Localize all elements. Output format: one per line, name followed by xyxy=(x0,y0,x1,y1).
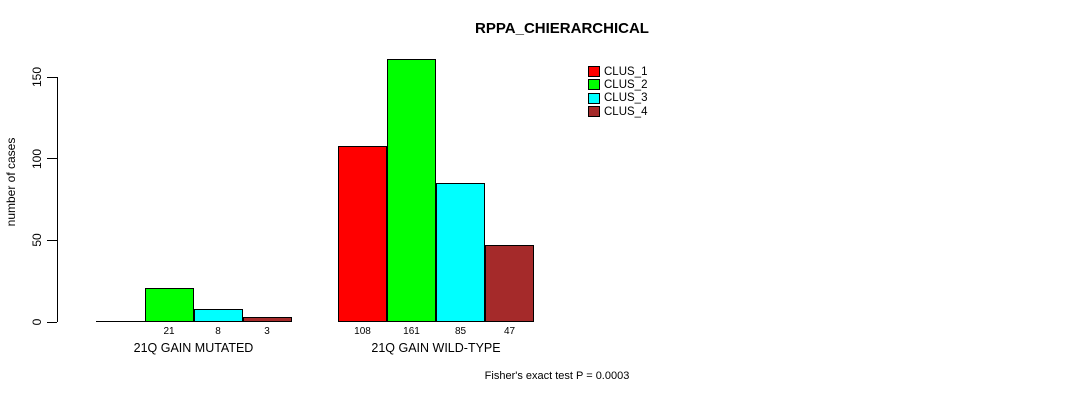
group-label: 21Q GAIN WILD-TYPE xyxy=(371,341,501,355)
y-axis-tick xyxy=(47,76,57,78)
legend-swatch xyxy=(588,79,600,91)
legend-label: CLUS_4 xyxy=(604,105,648,118)
chart-title: RPPA_CHIERARCHICAL xyxy=(475,20,649,37)
bar xyxy=(193,309,243,322)
bar xyxy=(95,321,145,322)
y-axis-tick-label: 0 xyxy=(30,318,44,326)
legend-swatch xyxy=(588,106,600,118)
y-axis-line xyxy=(57,77,58,322)
bar-value-label: 108 xyxy=(354,326,371,337)
bar-value-label: 21 xyxy=(163,326,175,337)
legend-row: CLUS_4 xyxy=(588,105,647,118)
bar-value-label: 8 xyxy=(215,326,221,337)
legend-row: CLUS_1 xyxy=(588,65,647,78)
bar-value-label: 85 xyxy=(454,326,467,337)
bar-value-label: 161 xyxy=(403,326,420,337)
y-axis-tick-label: 50 xyxy=(30,233,44,248)
legend-label: CLUS_3 xyxy=(604,92,648,105)
y-axis-tick-label: 150 xyxy=(30,66,44,88)
footnote: Fisher's exact test P = 0.0003 xyxy=(484,370,630,382)
bar xyxy=(387,59,436,322)
bar xyxy=(144,288,194,322)
bar-value-label: 3 xyxy=(264,326,270,337)
legend-row: CLUS_3 xyxy=(588,92,647,105)
legend-label: CLUS_2 xyxy=(604,78,648,91)
y-axis-title: number of cases xyxy=(4,137,18,227)
bar xyxy=(485,245,534,322)
bar-value-label: 47 xyxy=(503,326,516,337)
legend-swatch xyxy=(588,92,600,104)
legend-label: CLUS_1 xyxy=(604,65,648,78)
y-axis-tick-label: 100 xyxy=(30,148,44,169)
bar xyxy=(436,183,485,322)
group-label: 21Q GAIN MUTATED xyxy=(133,341,254,355)
legend: CLUS_1 CLUS_2 CLUS_3 CLUS_4 xyxy=(588,65,647,118)
legend-row: CLUS_2 xyxy=(588,78,647,91)
y-axis-tick xyxy=(47,321,57,323)
y-axis-tick xyxy=(47,158,57,160)
bar xyxy=(338,146,387,322)
y-axis-tick xyxy=(47,239,57,241)
bar xyxy=(242,317,292,322)
legend-swatch xyxy=(588,66,600,78)
